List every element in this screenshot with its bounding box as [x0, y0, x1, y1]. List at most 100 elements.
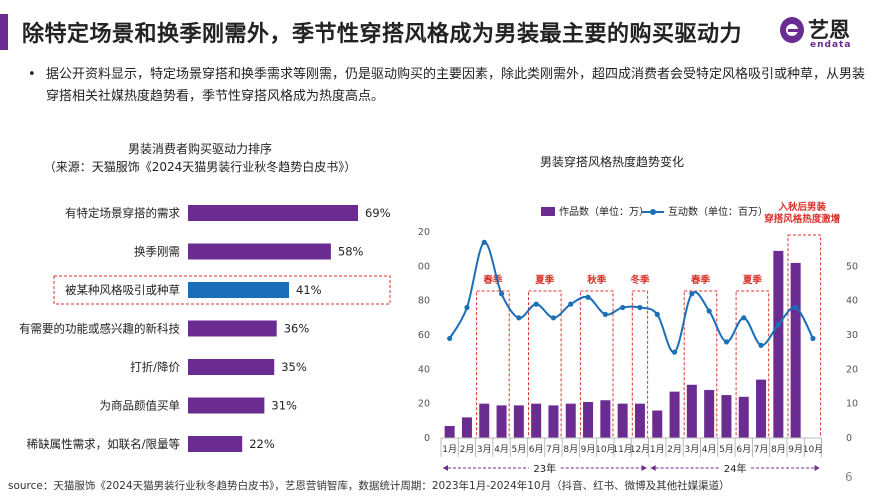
- bar: [513, 405, 524, 438]
- left-chart-heading: 男装消费者购买驱动力排序 （来源：天猫服饰《2024天猫男装行业秋冬趋势白皮书》…: [0, 140, 400, 176]
- x-tick-label: 9月: [581, 444, 596, 455]
- bar: [773, 250, 784, 438]
- x-tick-label: 8月: [563, 444, 578, 455]
- season-label: 春季: [690, 274, 711, 286]
- value-label: 35%: [281, 360, 307, 374]
- x-tick-label: 2月: [460, 444, 475, 455]
- bar: [704, 389, 715, 438]
- x-tick-label: 10月: [595, 444, 615, 455]
- source-footer: source：天猫服饰《2024天猫男装行业秋冬趋势白皮书》，艺恩营销智库，数据…: [8, 480, 730, 492]
- highlight-box: [53, 275, 391, 305]
- bar: [188, 397, 265, 414]
- y-left-tick: 40: [418, 364, 430, 375]
- bar: [548, 405, 559, 438]
- line-point: [810, 335, 816, 342]
- value-label: 22%: [249, 437, 275, 451]
- y-left-tick: 80: [418, 296, 430, 307]
- bar: [188, 205, 358, 221]
- bar: [669, 391, 680, 438]
- logo-subtext: endata: [810, 40, 852, 50]
- y-right-tick: 40: [846, 296, 858, 307]
- bar: [600, 400, 611, 438]
- title-accent-bar: [0, 14, 8, 50]
- category-label: 稀缺属性需求，如联名/限量等: [27, 437, 180, 451]
- bar: [188, 320, 277, 337]
- page-title: 除特定场景和换季刚需外，季节性穿搭风格成为男装最主要的购买驱动力: [22, 22, 743, 47]
- x-tick-label: 10月: [803, 444, 823, 455]
- bar: [583, 401, 594, 438]
- season-label: 穿搭风格热度激增: [764, 213, 840, 225]
- bar: [188, 243, 331, 260]
- bar: [531, 403, 542, 438]
- trend-combo-chart: 作品数（单位：万） 互动数（单位：百万） 0 20 40 60 80 100 120 0 10 20 3…: [418, 201, 858, 475]
- line-point: [706, 308, 712, 314]
- category-label: 为商品颜值买单: [100, 399, 181, 413]
- category-label: 打折/降价: [130, 360, 180, 374]
- bar: [756, 379, 767, 438]
- line-point: [568, 301, 574, 307]
- x-tick-label: 4月: [494, 444, 509, 455]
- season-label: 冬季: [630, 274, 650, 286]
- line-point: [585, 294, 591, 300]
- bar: [188, 282, 290, 298]
- y-right-tick: 0: [846, 433, 852, 444]
- y-right-tick: 20: [846, 364, 858, 375]
- category-label: 被某种风格吸引或种草: [65, 283, 180, 297]
- y-left-tick: 0: [424, 433, 430, 444]
- legend-swatch-bar: [541, 207, 555, 216]
- bar: [479, 403, 490, 438]
- line-point: [464, 304, 470, 311]
- line-point: [637, 304, 643, 311]
- bar: [721, 395, 732, 438]
- line-point: [447, 335, 453, 342]
- line-point: [481, 239, 487, 245]
- y-right-tick: 30: [846, 330, 858, 341]
- arrow-head: [650, 465, 656, 471]
- value-label: 31%: [271, 399, 297, 413]
- bar: [686, 384, 697, 438]
- season-label: 入秋后男装: [778, 201, 827, 213]
- x-tick-label: 7月: [754, 444, 769, 455]
- x-tick-label: 8月: [771, 444, 786, 455]
- category-label: 换季刚需: [134, 245, 180, 259]
- y-left-tick: 100: [418, 261, 430, 272]
- page-number: 6: [845, 470, 853, 484]
- line-point: [516, 315, 522, 321]
- line-point: [741, 315, 747, 321]
- value-label: 69%: [365, 206, 391, 220]
- line-point: [671, 349, 678, 355]
- x-tick-label: 3月: [477, 444, 492, 455]
- season-label: 夏季: [742, 274, 763, 286]
- x-tick-label: 1月: [650, 444, 665, 455]
- line-point: [533, 301, 539, 307]
- interaction-line: [448, 241, 814, 354]
- x-tick-label: 5月: [719, 444, 734, 455]
- year-label: 23年: [533, 462, 556, 475]
- line-point: [793, 304, 799, 311]
- x-tick-label: 6月: [736, 444, 751, 455]
- x-tick-label: 1月: [442, 444, 457, 455]
- right-chart-title: 男装穿搭风格热度趋势变化: [540, 155, 685, 169]
- arrow-head: [814, 465, 820, 471]
- line-point: [498, 291, 505, 297]
- x-tick-label: 11月: [612, 444, 632, 455]
- season-label: 秋季: [586, 274, 607, 286]
- x-tick-label: 7月: [546, 444, 561, 455]
- value-label: 41%: [296, 283, 322, 297]
- y-right-tick: 50: [846, 261, 858, 272]
- x-tick-label: 3月: [684, 444, 699, 455]
- bar: [188, 436, 243, 452]
- brand-logo: 艺恩 endata: [778, 10, 878, 56]
- season-label: 夏季: [534, 274, 555, 286]
- bar: [496, 405, 507, 438]
- x-tick-label: 2月: [667, 444, 682, 455]
- left-chart-subtitle: （来源：天猫服饰《2024天猫男装行业秋冬趋势白皮书》）: [43, 160, 357, 174]
- logo-icon: [780, 17, 804, 43]
- line-point: [775, 322, 781, 328]
- line-point: [620, 304, 626, 311]
- season-label: 春季: [482, 274, 503, 286]
- driver-bar-chart: 有特定场景穿搭的需求 69% 换季刚需 58% 被某种风格吸引或种草 41% 有需要的功能或…: [19, 205, 391, 452]
- y-right-tick: 10: [846, 399, 858, 410]
- line-point: [758, 342, 764, 348]
- bar: [634, 403, 645, 438]
